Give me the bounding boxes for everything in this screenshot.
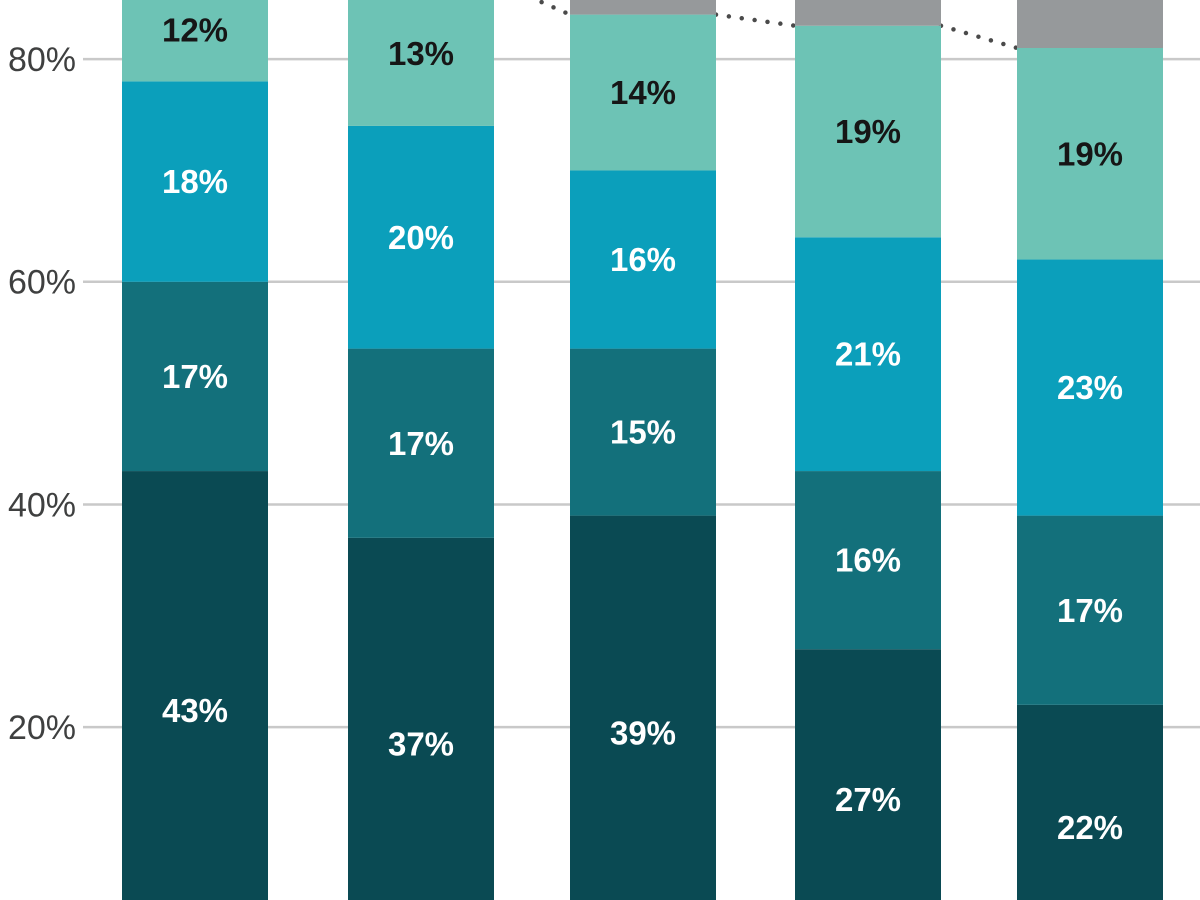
bar-segment (795, 25, 941, 238)
bar-segment-gray-remainder (1017, 0, 1163, 49)
bar-segment (1017, 48, 1163, 260)
bar-segment (795, 237, 941, 472)
bar-segment (570, 348, 716, 516)
bar-segment (122, 0, 268, 82)
trend-dotted-line-segment (713, 12, 798, 28)
bar (795, 0, 941, 900)
bar (1017, 0, 1163, 900)
bar-segment (1017, 704, 1163, 900)
bar-segment (570, 14, 716, 171)
bar-segment-label: 23% (1057, 369, 1123, 406)
bar-segment-label: 21% (835, 336, 901, 373)
trend-dotted-line-segment (531, 0, 573, 17)
bar-segment (570, 170, 716, 349)
trend-dotted-line-layer (531, 0, 1020, 51)
bar-segment-label: 27% (835, 781, 901, 818)
bar-segment-label: 14% (610, 74, 676, 111)
bar-segment (348, 0, 494, 126)
segment-labels-layer: 43% 17% 18% 12% 37% 17% 20% 13% 39% 15% 16% 14% 27% 1… (162, 12, 1123, 846)
bar-segment-label: 17% (1057, 592, 1123, 629)
bar-segment-label: 20% (388, 219, 454, 256)
y-tick-label: 80% (8, 41, 76, 79)
bar-segment-label: 19% (835, 113, 901, 150)
bar (570, 0, 716, 900)
bar-segment (795, 471, 941, 650)
y-tick-labels-layer: 80% 60% 40% 20% (8, 41, 76, 747)
bar-segment-gray-remainder (795, 0, 941, 26)
y-tick-label: 60% (8, 264, 76, 302)
bar-segment-label: 22% (1057, 809, 1123, 846)
bar-segment (348, 348, 494, 538)
bar-segment-label: 39% (610, 714, 676, 751)
bar-segment-label: 15% (610, 414, 676, 451)
bar (348, 0, 494, 900)
y-tick-label: 40% (8, 486, 76, 524)
bar-segment (348, 125, 494, 349)
bar-segment (570, 515, 716, 900)
y-tick-label: 20% (8, 709, 76, 747)
bar-segment (122, 281, 268, 472)
bar-segment (122, 471, 268, 900)
bar-segment (1017, 259, 1163, 516)
bar-segment-label: 16% (610, 241, 676, 278)
bar-segment-label: 12% (162, 12, 228, 49)
bar-segment-label: 17% (162, 358, 228, 395)
bar-segment-label: 13% (388, 35, 454, 72)
bar-segment-label: 18% (162, 163, 228, 200)
bar-segment-label: 16% (835, 542, 901, 579)
bar-segment (122, 81, 268, 282)
bar (122, 0, 268, 900)
bar-segment-gray-remainder (570, 0, 716, 15)
bar-segment-label: 17% (388, 425, 454, 462)
bar-segment (795, 649, 941, 900)
bar-segment-label: 43% (162, 692, 228, 729)
bar-segment (348, 537, 494, 900)
bars-layer (122, 0, 1163, 900)
bar-segment-label: 19% (1057, 135, 1123, 172)
bar-segment-label: 37% (388, 725, 454, 762)
trend-dotted-line-segment (938, 23, 1020, 51)
bar-segment (1017, 515, 1163, 705)
